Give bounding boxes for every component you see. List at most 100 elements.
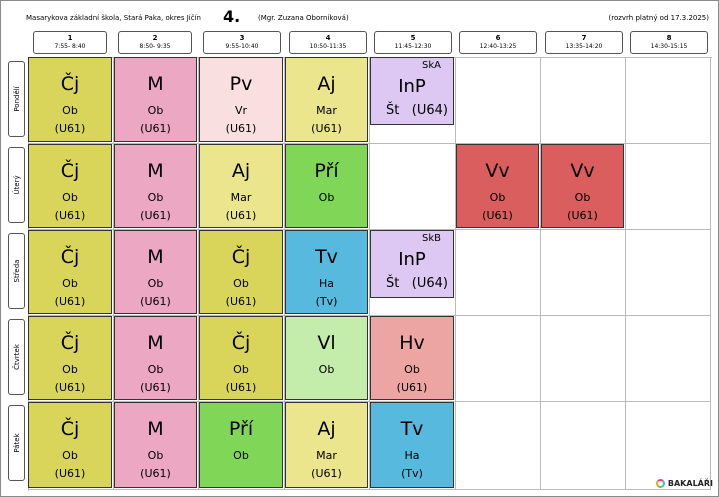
period-time: 7:55- 8:40: [54, 43, 86, 50]
day-label-text: Úterý: [12, 175, 21, 195]
lesson-cell-m[interactable]: M Ob (U61): [114, 402, 197, 488]
lesson-cell-cj[interactable]: Čj Ob (U61): [28, 316, 112, 400]
lesson-cell-cj[interactable]: Čj Ob (U61): [199, 316, 283, 400]
grid-line: [540, 57, 541, 490]
lesson-subject: Pří: [228, 418, 254, 440]
lesson-subject: M: [147, 160, 164, 182]
lesson-teacher: Mar: [316, 449, 337, 462]
period-header: 6 12:40-13:25: [459, 31, 537, 54]
lesson-group: SkB: [422, 233, 441, 244]
lesson-teacher: Mar: [316, 104, 337, 117]
lesson-teacher: Ob: [62, 277, 78, 290]
lesson-cell-cj[interactable]: Čj Ob (U61): [28, 230, 112, 314]
lesson-cell-vv[interactable]: Vv Ob (U61): [541, 144, 624, 228]
day-label-text: Pondělí: [12, 86, 21, 112]
lesson-teacher: Ob: [574, 191, 591, 204]
period-header: 5 11:45-12:30: [374, 31, 452, 54]
lesson-cell-cj[interactable]: Čj Ob (U61): [28, 57, 112, 142]
class-name: 4.: [223, 7, 241, 26]
lesson-cell-aj[interactable]: Aj Mar (U61): [285, 57, 368, 142]
day-label-text: Středa: [12, 259, 21, 283]
lesson-subject: InP: [398, 76, 426, 97]
lesson-cell-aj[interactable]: Aj Mar (U61): [199, 144, 283, 228]
lesson-subject: Aj: [231, 160, 251, 182]
lesson-teacher: Ob: [62, 363, 78, 376]
lesson-teacher: Ob: [62, 449, 78, 462]
period-time: 9:55-10:40: [225, 43, 259, 50]
lesson-room: (U61): [311, 122, 342, 135]
lesson-subject: Vv: [570, 160, 595, 182]
period-header: 8 14:30-15:15: [630, 31, 708, 54]
lesson-room: (U61): [140, 467, 171, 480]
lesson-cell-tv[interactable]: Tv Ha (Tv): [370, 402, 454, 488]
lesson-room: (Tv): [401, 467, 423, 480]
lesson-room: (U64): [411, 103, 448, 118]
lesson-room: (U61): [140, 122, 171, 135]
lesson-cell-cj[interactable]: Čj Ob (U61): [28, 144, 112, 228]
lesson-teacher: Ob: [147, 191, 164, 204]
lesson-teacher: Št: [386, 276, 400, 291]
period-number: 7: [581, 34, 587, 42]
period-time: 14:30-15:15: [650, 43, 688, 50]
period-header: 7 13:35-14:20: [545, 31, 623, 54]
grid-line: [369, 57, 370, 490]
lesson-cell-cj[interactable]: Čj Ob (U61): [28, 402, 112, 488]
lesson-cell-m[interactable]: M Ob (U61): [114, 316, 197, 400]
lesson-cell-aj[interactable]: Aj Mar (U61): [285, 402, 368, 488]
lesson-teacher: Ha: [318, 277, 334, 290]
period-number: 5: [410, 34, 416, 42]
lesson-teacher: Ob: [62, 104, 78, 117]
lesson-cell-tv[interactable]: Tv Ha (Tv): [285, 230, 368, 314]
period-number: 8: [666, 34, 672, 42]
lesson-room: (U61): [482, 209, 513, 222]
lesson-subject: M: [147, 246, 164, 268]
grid-line: [113, 57, 114, 490]
lesson-teacher: Ob: [318, 191, 335, 204]
lesson-cell-inp-ska[interactable]: SkA InP Št (U64): [370, 57, 454, 125]
lesson-subject: M: [147, 332, 164, 354]
grid-line: [198, 57, 199, 490]
lesson-room: (U61): [54, 381, 86, 394]
lesson-teacher: Ob: [62, 191, 78, 204]
lesson-subject: Pv: [229, 73, 253, 95]
lesson-room: (U61): [54, 122, 86, 135]
lesson-teacher: Ha: [404, 449, 420, 462]
lesson-cell-pri[interactable]: Pří Ob: [285, 144, 368, 228]
lesson-room: (U61): [54, 467, 86, 480]
lesson-subject: Čj: [60, 160, 80, 182]
day-label-friday: Pátek: [8, 405, 25, 481]
lesson-room: (U61): [225, 295, 257, 308]
lesson-cell-m[interactable]: M Ob (U61): [114, 144, 197, 228]
lesson-cell-vl[interactable]: Vl Ob: [285, 316, 368, 400]
lesson-subject: M: [147, 418, 164, 440]
lesson-teacher: Ob: [489, 191, 506, 204]
lesson-cell-hv[interactable]: Hv Ob (U61): [370, 316, 454, 400]
lesson-cell-cj[interactable]: Čj Ob (U61): [199, 230, 283, 314]
period-number: 1: [67, 34, 73, 42]
day-label-wednesday: Středa: [8, 233, 25, 309]
lesson-teacher: Ob: [233, 449, 249, 462]
lesson-cell-pv[interactable]: Pv Vr (U61): [199, 57, 283, 142]
lesson-room: (U61): [311, 467, 342, 480]
lesson-subject: Čj: [231, 246, 251, 268]
lesson-cell-inp-skb[interactable]: SkB InP Št (U64): [370, 230, 454, 298]
bakalari-logo[interactable]: BAKALÁŘI: [655, 479, 713, 488]
lesson-room: (U61): [225, 381, 257, 394]
period-header: 4 10:50-11:35: [289, 31, 367, 54]
bakalari-logo-text: BAKALÁŘI: [667, 479, 713, 488]
lesson-subject: Tv: [315, 246, 338, 268]
day-label-monday: Pondělí: [8, 61, 25, 137]
lesson-cell-vv[interactable]: Vv Ob (U61): [456, 144, 539, 228]
period-header: 1 7:55- 8:40: [33, 31, 107, 54]
lesson-cell-m[interactable]: M Ob (U61): [114, 230, 197, 314]
lesson-cell-m[interactable]: M Ob (U61): [114, 57, 197, 142]
lesson-room: (U61): [396, 381, 428, 394]
lesson-cell-pri[interactable]: Pří Ob: [199, 402, 283, 488]
lesson-teacher: Ob: [147, 363, 164, 376]
lesson-subject: M: [147, 73, 164, 95]
period-header: 3 9:55-10:40: [203, 31, 281, 54]
school-name: Masarykova základní škola, Stará Paka, o…: [26, 14, 201, 22]
lesson-subject: Čj: [231, 332, 251, 354]
lesson-teacher: Vr: [234, 104, 248, 117]
lesson-teacher: Mar: [230, 191, 252, 204]
